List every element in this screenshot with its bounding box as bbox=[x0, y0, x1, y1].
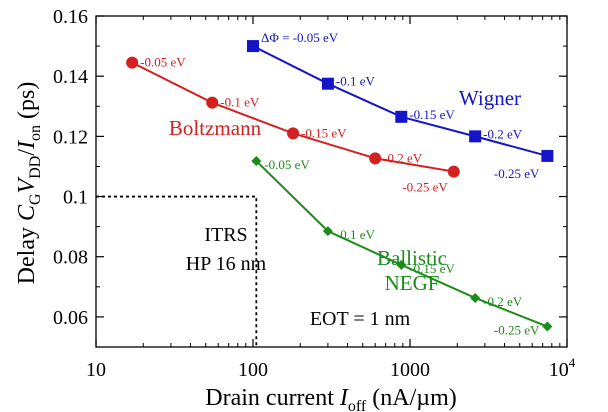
x-tick-label: 100 bbox=[238, 359, 268, 381]
x-tick-label: 104 bbox=[549, 355, 576, 381]
data-point-diamond bbox=[542, 321, 553, 332]
y-tick-label: 0.16 bbox=[53, 6, 88, 28]
data-point-diamond bbox=[251, 156, 262, 167]
series-wigner: ΔΦ = -0.05 eV -0.1 eV -0.15 eV -0.2 eV -0.25… bbox=[247, 30, 554, 181]
x-axis-label-var: I bbox=[339, 385, 349, 411]
series-name-line: NEGF bbox=[385, 271, 440, 295]
series-boltzmann: -0.05 eV -0.1 eV -0.15 eV -0.2 eV -0.25 eV Bo… bbox=[126, 55, 460, 195]
y-axis-label-part: on bbox=[27, 125, 44, 141]
data-point-square bbox=[469, 130, 482, 143]
itrs-label: ITRS bbox=[204, 224, 247, 246]
itrs-label: HP 16 nm bbox=[186, 253, 267, 275]
x-tick-label: 10 bbox=[86, 359, 106, 381]
y-tick-label: 0.06 bbox=[53, 307, 88, 329]
axis-ticks: 10 100 1000 104 0.06 0.08 0.1 0.12 0.14 0.16 bbox=[53, 6, 576, 381]
data-point-circle bbox=[126, 56, 139, 69]
data-point-circle bbox=[447, 165, 460, 178]
y-tick-label: 0.1 bbox=[63, 187, 88, 209]
y-axis-label-part: G bbox=[27, 193, 44, 205]
y-axis-label-part: I bbox=[14, 140, 40, 150]
data-point-circle bbox=[287, 127, 300, 140]
y-axis-label-part: DD bbox=[27, 156, 44, 179]
data-point-circle bbox=[369, 152, 382, 165]
point-label: -0.1 eV bbox=[336, 74, 376, 89]
point-label: -0.05 eV bbox=[264, 157, 310, 172]
data-point-circle bbox=[206, 96, 219, 109]
point-label: ΔΦ = -0.05 eV bbox=[261, 30, 339, 45]
series-name-line: Ballistic bbox=[377, 246, 447, 270]
point-label: -0.2 eV bbox=[483, 294, 523, 309]
itrs-boundary-line bbox=[96, 195, 258, 347]
point-label: -0.2 eV bbox=[383, 150, 423, 165]
x-axis-label-text: Drain current bbox=[205, 385, 340, 411]
series-ballistic-negf: -0.05 eV -0.1 eV -0.15 eV -0.2 eV -0.25 eV Ba… bbox=[251, 156, 553, 338]
x-axis-label: Drain current Ioff (nA/µm) bbox=[205, 385, 456, 412]
point-label: -0.05 eV bbox=[140, 55, 186, 70]
data-point-square bbox=[541, 149, 554, 162]
point-label: -0.15 eV bbox=[301, 125, 347, 140]
plot-frame bbox=[95, 15, 568, 348]
y-tick-label: 0.12 bbox=[53, 126, 88, 148]
eot-label: EOT = 1 nm bbox=[310, 308, 411, 330]
series-name-label: Wigner bbox=[459, 86, 521, 110]
series-name-label: Ballistic NEGF bbox=[377, 246, 447, 295]
itrs-region: ITRS HP 16 nm EOT = 1 nm bbox=[96, 195, 411, 347]
point-label: -0.2 eV bbox=[483, 126, 523, 141]
y-tick-label: 0.14 bbox=[53, 66, 88, 88]
y-tick-label: 0.08 bbox=[53, 247, 88, 269]
y-axis-label-part: Delay bbox=[14, 221, 40, 284]
data-point-diamond bbox=[470, 292, 481, 303]
point-label: -0.15 eV bbox=[409, 261, 455, 276]
data-point-diamond bbox=[322, 226, 333, 237]
data-point-square bbox=[321, 77, 334, 90]
series-name-label: Boltzmann bbox=[169, 116, 262, 140]
data-point-diamond bbox=[396, 259, 407, 270]
y-axis-label-part: / bbox=[14, 149, 40, 156]
x-axis-label-sub: off bbox=[348, 398, 367, 412]
point-label: -0.25 eV bbox=[494, 166, 540, 181]
y-axis-label-part: V bbox=[14, 176, 40, 193]
x-axis-label-unit: (nA/µm) bbox=[366, 385, 456, 411]
y-axis-label-part: C bbox=[14, 204, 40, 221]
point-label: -0.25 eV bbox=[494, 323, 540, 338]
point-label: -0.15 eV bbox=[409, 107, 455, 122]
y-axis-label: Delay CGVDD/Ion (ps) bbox=[14, 82, 44, 285]
data-point-square bbox=[395, 110, 408, 123]
x-tick-label: 1000 bbox=[390, 359, 430, 381]
data-series: ΔΦ = -0.05 eV -0.1 eV -0.15 eV -0.2 eV -0.25… bbox=[126, 30, 554, 338]
chart-labels: Drain current Ioff (nA/µm)Delay CGVDD/Io… bbox=[14, 82, 457, 412]
point-label: -0.1 eV bbox=[220, 95, 260, 110]
point-label: -0.25 eV bbox=[402, 180, 448, 195]
point-label: -0.1 eV bbox=[336, 227, 376, 242]
y-axis-label-part: (ps) bbox=[14, 82, 40, 125]
data-point-square bbox=[247, 40, 259, 53]
x-tick-exponent: 4 bbox=[569, 355, 576, 370]
